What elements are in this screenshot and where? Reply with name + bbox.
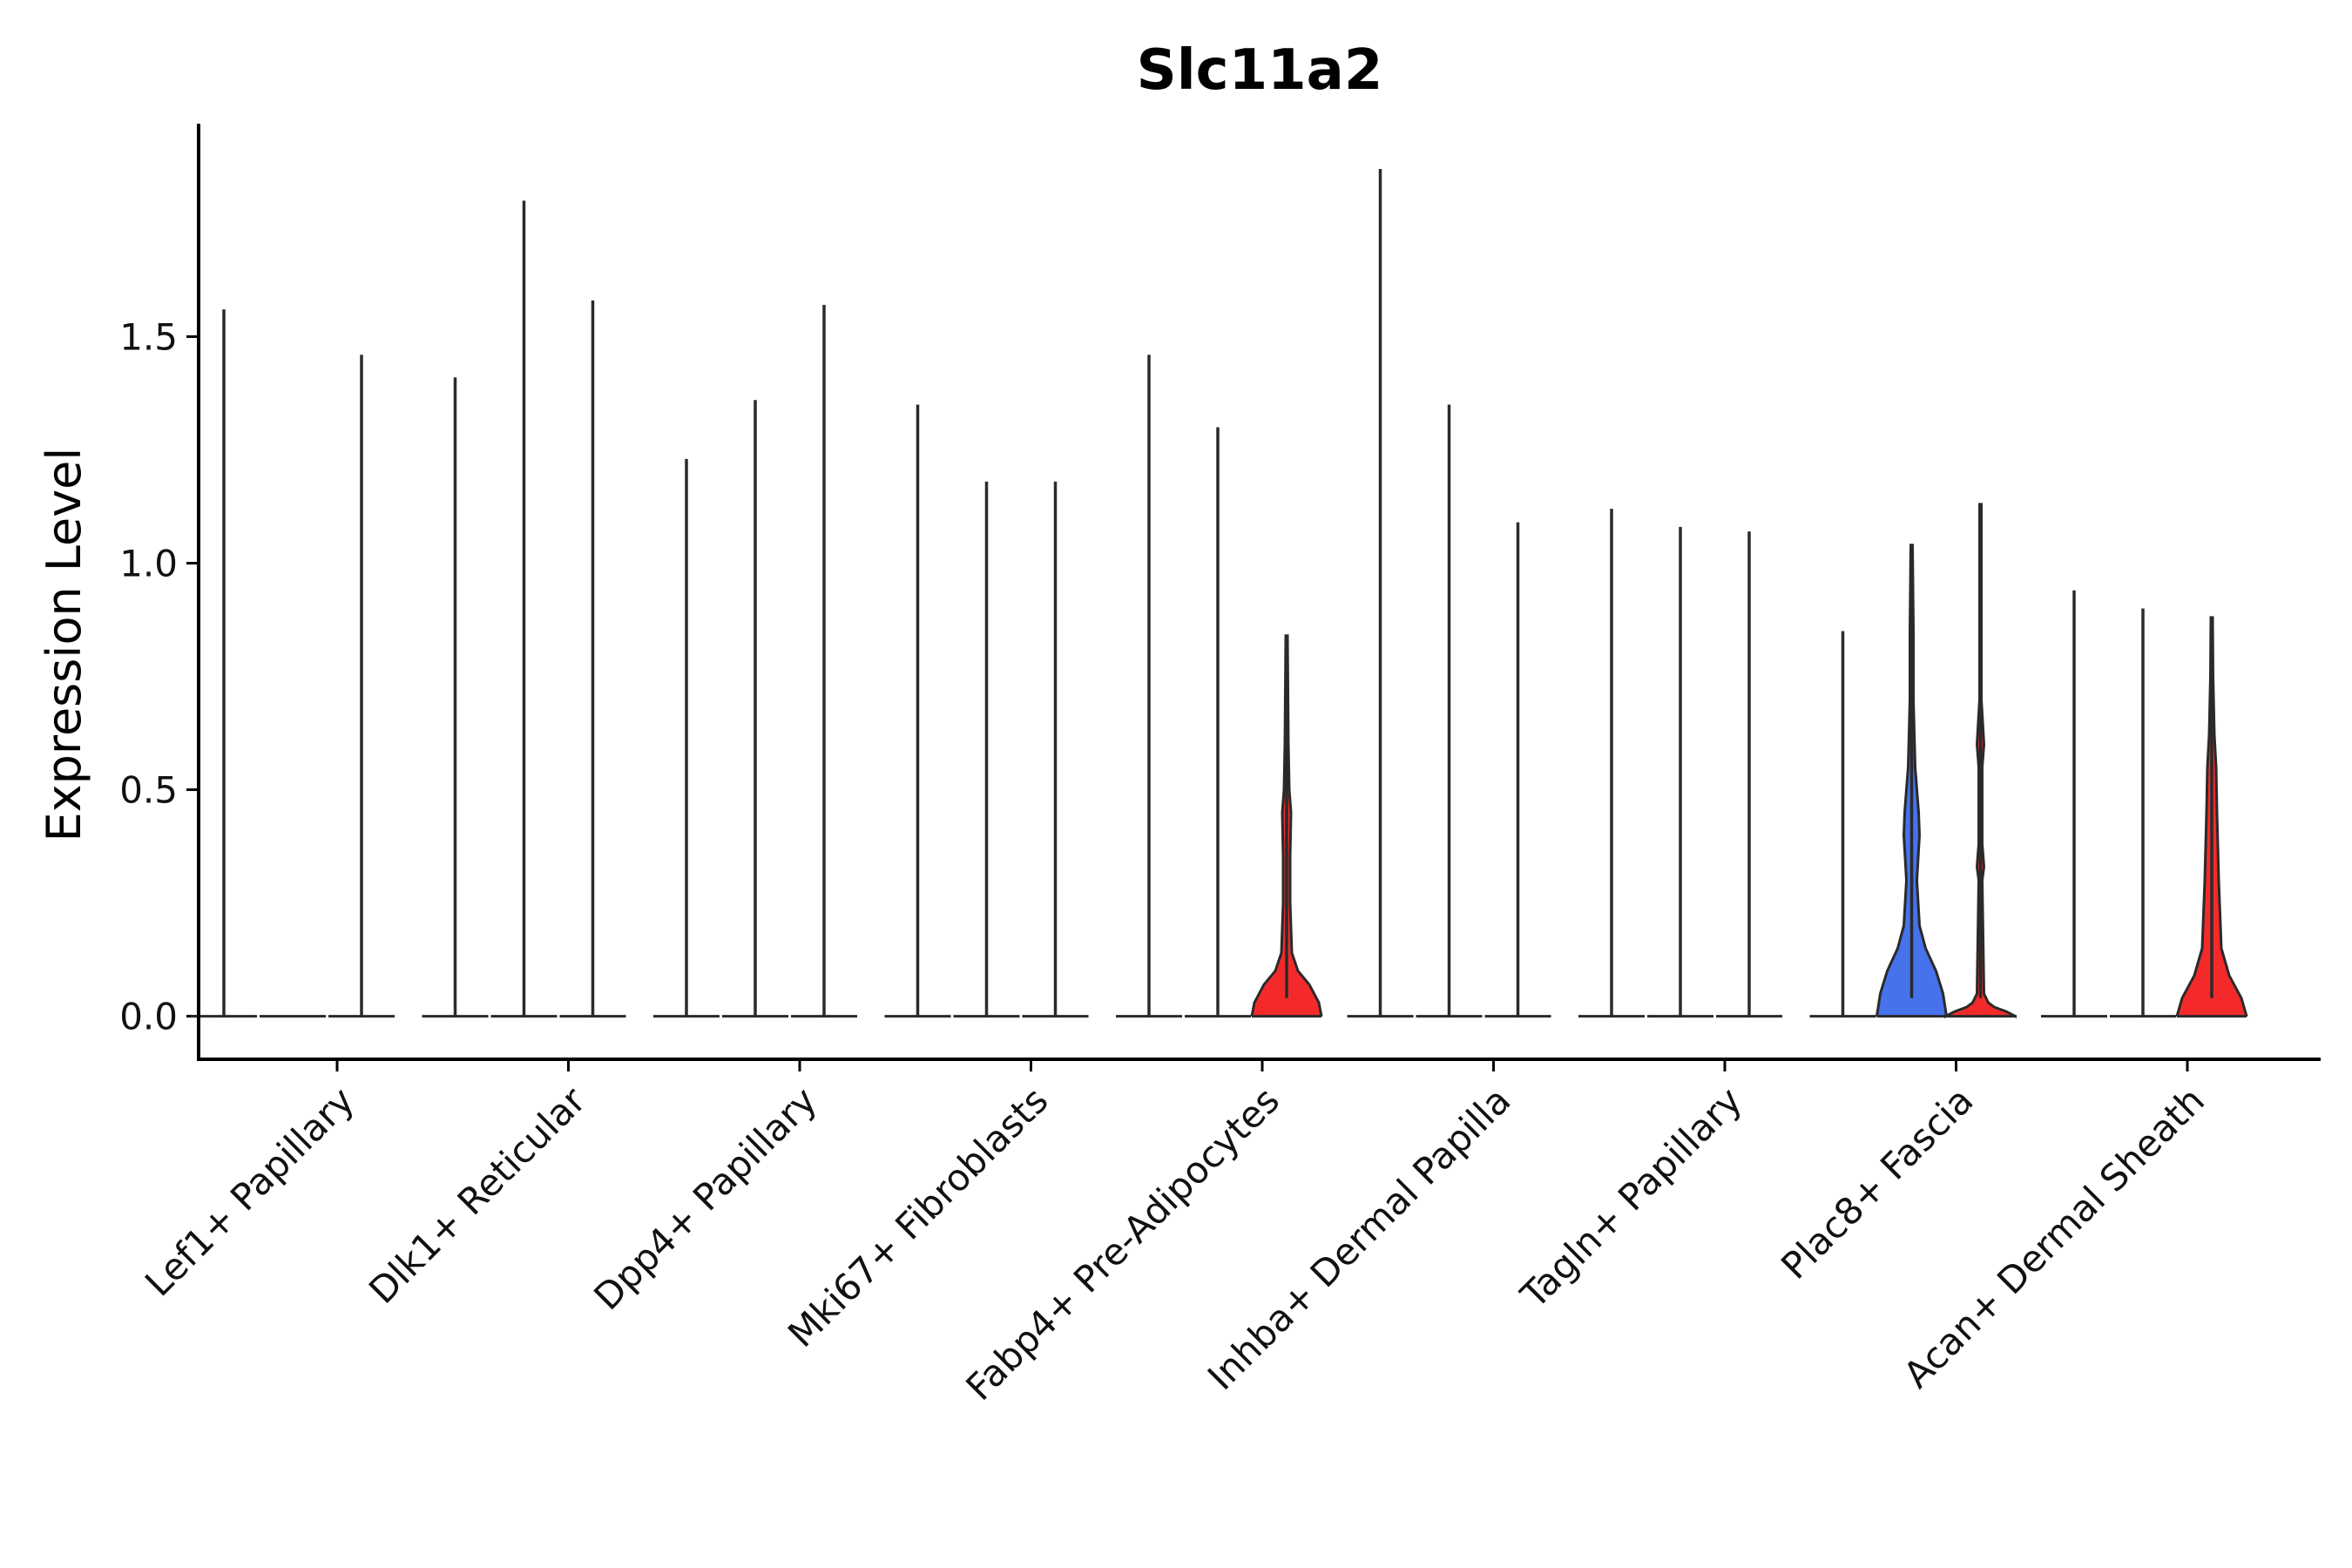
x-tick-label: Dlk1+ Reticular — [361, 1078, 594, 1312]
axis-lines — [197, 124, 2321, 1061]
x-tick-label: Lef1+ Papillary — [137, 1078, 362, 1304]
y-axis-ticks: 0.0 0.5 1.0 1.5 — [119, 315, 199, 1038]
x-tick-label: Plac8+ Fascia — [1773, 1078, 1981, 1287]
x-tick-label: Tagln+ Papillary — [1512, 1078, 1750, 1316]
chart-title: Slc11a2 — [1137, 38, 1383, 103]
y-tick-label: 0.5 — [119, 769, 178, 812]
y-tick-label: 1.0 — [119, 542, 178, 585]
x-tick-label: Dpp4+ Papillary — [585, 1078, 825, 1318]
x-tick-label: Mki67+ Fibroblasts — [780, 1078, 1056, 1355]
y-axis-label: Expression Level — [37, 448, 91, 842]
y-tick-label: 0.0 — [119, 996, 178, 1038]
violins-layer — [191, 169, 2248, 1019]
y-tick-label: 1.5 — [119, 315, 178, 358]
